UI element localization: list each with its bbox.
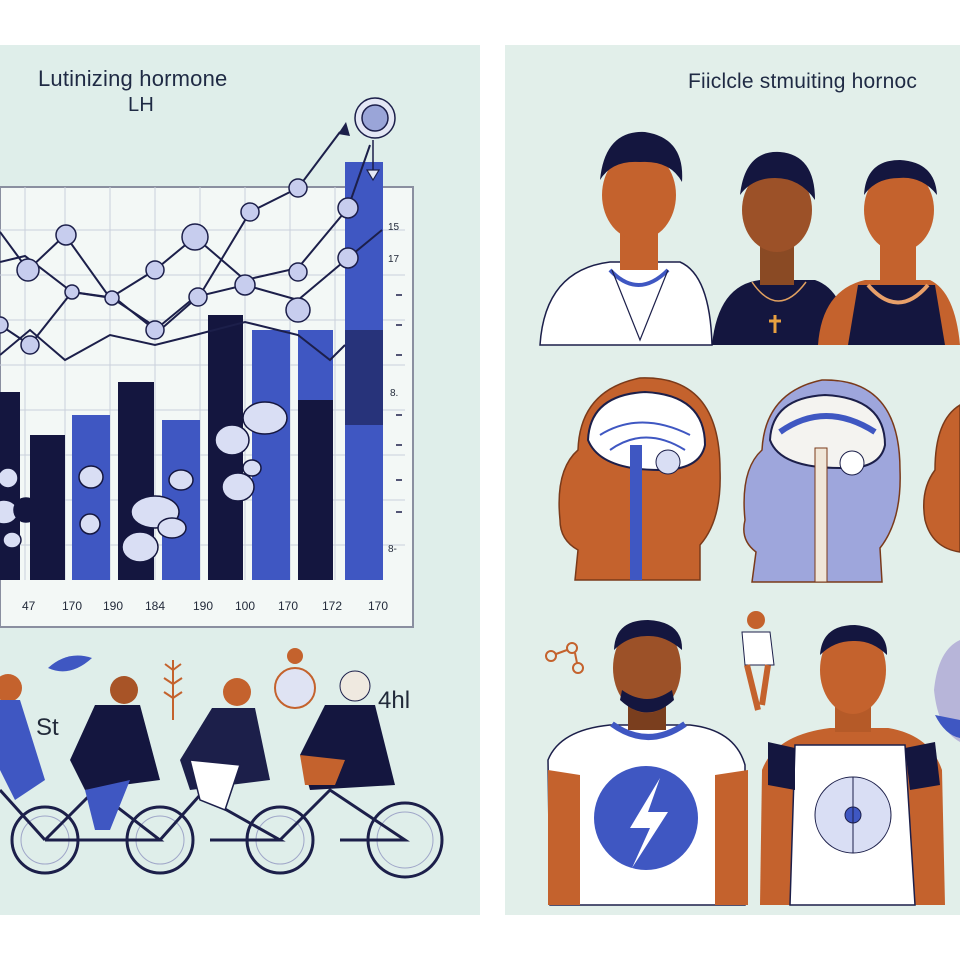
svg-text:170: 170: [278, 599, 298, 613]
cyclist-label-right: 4hl: [378, 687, 410, 714]
svg-text:172: 172: [322, 599, 342, 613]
chart-bars: [0, 162, 383, 580]
brain-profile-2: [743, 379, 901, 583]
svg-text:47: 47: [22, 599, 36, 613]
portrait-2: [712, 151, 850, 345]
brain-profile-1: [558, 377, 721, 581]
plant-icon: [163, 660, 183, 720]
athlete-2: [760, 625, 945, 906]
lh-chart: 15 17 8. 8- 47 170 190 184 190 100 170 1…: [0, 97, 414, 628]
athlete-3-partial: [934, 640, 960, 742]
bar: [72, 415, 110, 580]
y-axis-ticks: [396, 294, 402, 513]
cyclist-riders: [0, 670, 395, 830]
athlete-1: [547, 620, 748, 906]
cross-pendant-icon: [769, 315, 781, 333]
medallion-icon: [274, 667, 316, 709]
y-tick-label: 8-: [388, 544, 397, 555]
bar: [298, 400, 333, 580]
avatar: [287, 648, 303, 664]
runner-figure: [741, 611, 775, 711]
y-tick-label: 8.: [390, 388, 398, 399]
x-tick-labels: 47 170 190 184 190 100 170 172 170: [22, 599, 388, 613]
lightning-bolt-icon: [630, 778, 668, 868]
leaf-icon: [48, 655, 92, 672]
svg-text:170: 170: [62, 599, 82, 613]
left-title-line1: Lutinizing hormone: [38, 66, 228, 91]
svg-text:170: 170: [368, 599, 388, 613]
chart-bubbles: [0, 401, 288, 563]
right-title: Fiiclcle stmuiting hornoc: [688, 70, 918, 93]
cyclists-scene: St 4hl: [0, 648, 444, 879]
fsh-scene: [539, 131, 960, 906]
y-tick-label: 15: [388, 222, 400, 233]
portrait-1: [539, 131, 713, 346]
portrait-3: [818, 160, 960, 345]
bicycle-frames: [0, 788, 410, 842]
svg-text:190: 190: [193, 599, 213, 613]
svg-text:190: 190: [103, 599, 123, 613]
molecule-icon: [545, 642, 584, 674]
arrow-up-right-icon: [338, 122, 350, 136]
cyclist-label-left: St: [36, 714, 59, 741]
left-title-line2: LH: [128, 94, 154, 116]
bar: [345, 330, 383, 425]
brain-profile-3: [923, 404, 960, 553]
y-tick-label: 17: [388, 254, 400, 265]
chart-points: [0, 97, 396, 355]
bar: [252, 330, 290, 580]
svg-text:184: 184: [145, 599, 165, 613]
svg-text:100: 100: [235, 599, 255, 613]
